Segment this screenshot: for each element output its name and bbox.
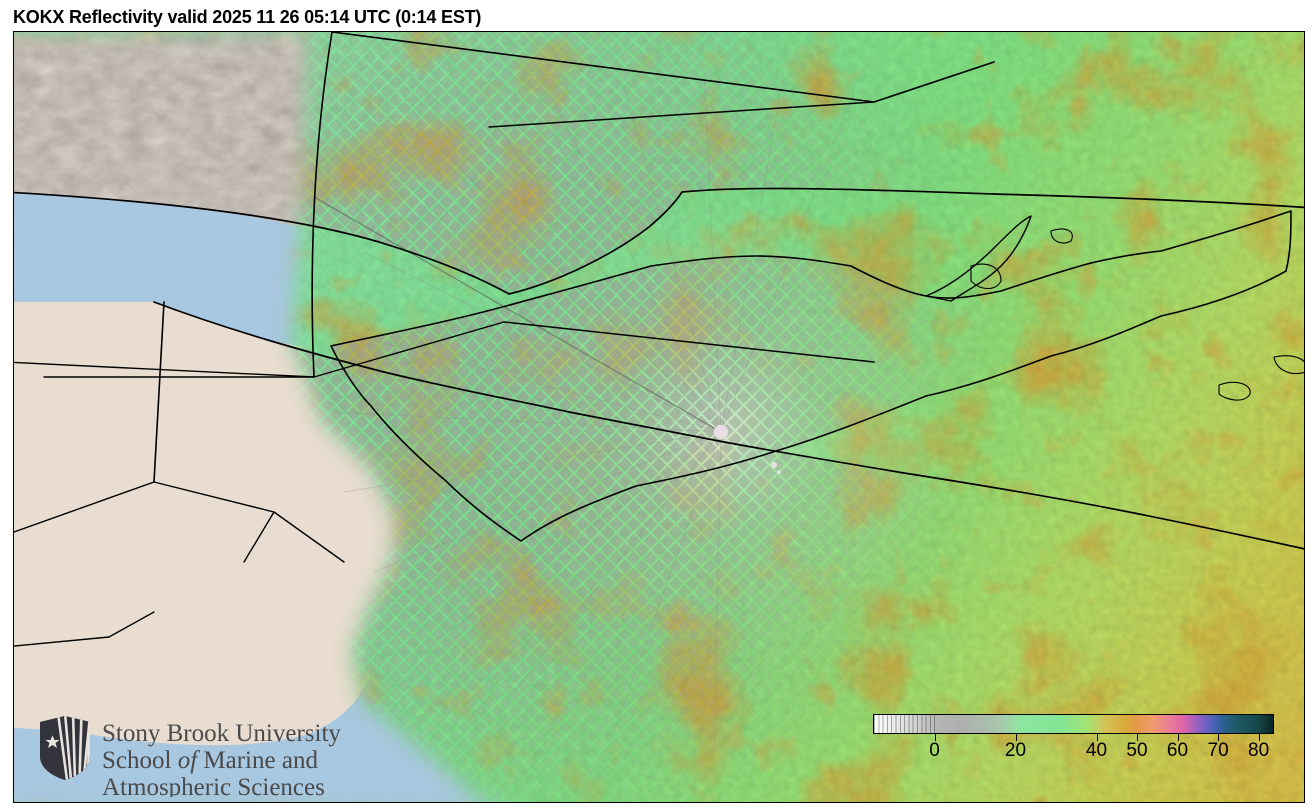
svg-text:Stony Brook University: Stony Brook University [102, 720, 341, 747]
svg-text:Atmospheric Sciences: Atmospheric Sciences [102, 774, 325, 797]
svg-text:School of Marine and: School of Marine and [102, 747, 318, 774]
